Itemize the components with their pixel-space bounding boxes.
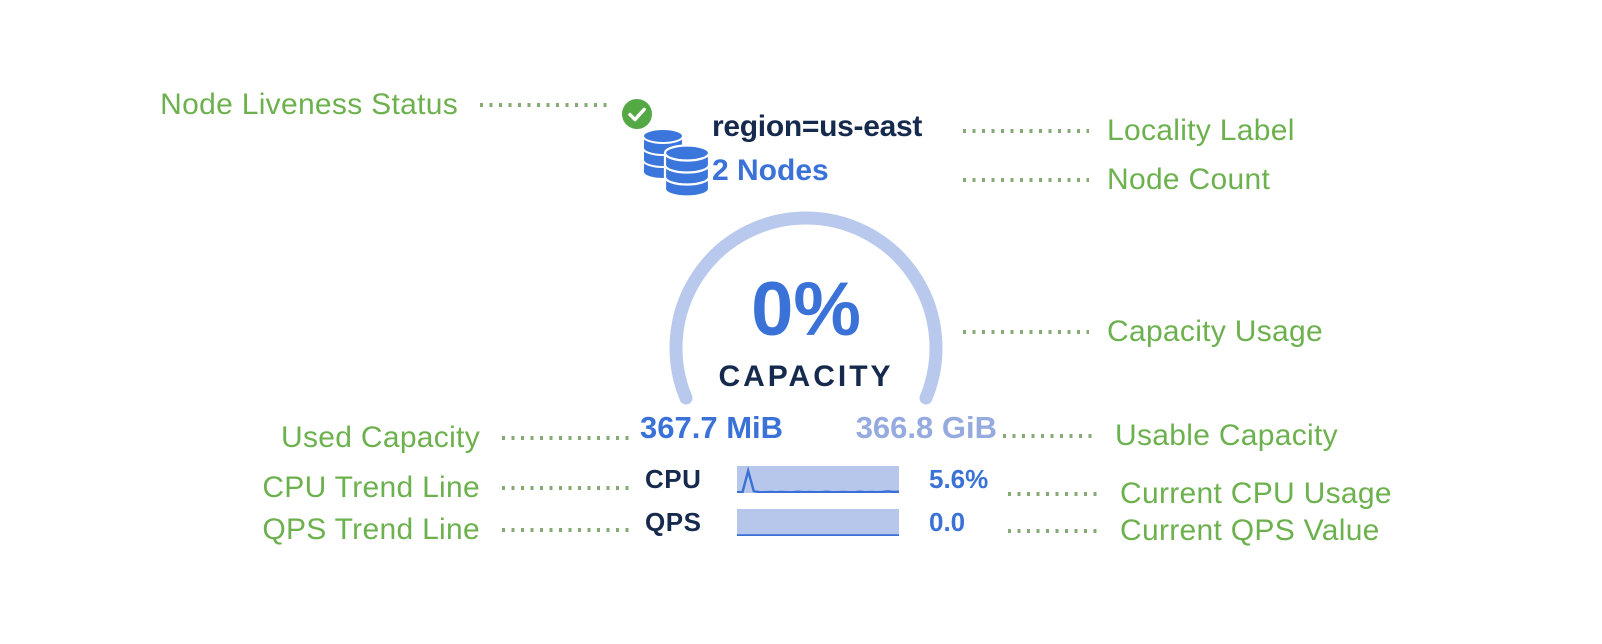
capacity-percentage: 0% (751, 267, 861, 352)
locality-label: region=us-east (712, 110, 923, 143)
annotation-label: Capacity Usage (1107, 315, 1323, 348)
node-count: 2 Nodes (712, 154, 829, 187)
capacity-gauge-arc (669, 211, 943, 405)
qps-trend-bar (737, 509, 899, 536)
cpu-label: CPU (645, 464, 702, 494)
leader-line (502, 436, 630, 440)
leader-line (502, 528, 630, 532)
capacity-caption: CAPACITY (718, 360, 894, 393)
qps-sparkline (737, 509, 899, 536)
annotation-node-liveness-status: Node Liveness Status (140, 90, 608, 120)
annotation-label: Used Capacity (281, 421, 480, 454)
annotation-capacity-usage: Capacity Usage (963, 317, 1323, 347)
annotation-label: Locality Label (1107, 114, 1295, 147)
annotation-current-qps-value: Current QPS Value (1008, 516, 1380, 546)
cpu-trend-bar (737, 466, 899, 493)
leader-line (480, 103, 608, 107)
cpu-value: 5.6% (929, 464, 989, 494)
annotation-label: Node Liveness Status (160, 88, 458, 121)
qps-value: 0.0 (929, 507, 966, 537)
annotation-label: Current QPS Value (1120, 514, 1380, 547)
leader-line (1008, 529, 1102, 533)
used-capacity-value: 367.7 MiB (640, 410, 784, 445)
cpu-sparkline (737, 466, 899, 493)
annotation-label: CPU Trend Line (262, 471, 480, 504)
annotation-label: Current CPU Usage (1120, 477, 1392, 510)
leader-line (502, 486, 630, 490)
annotation-node-count: Node Count (963, 165, 1270, 195)
annotation-usable-capacity: Usable Capacity (1003, 421, 1338, 451)
leader-line (963, 330, 1089, 334)
node-liveness-check-icon (619, 96, 655, 132)
annotation-current-cpu-usage: Current CPU Usage (1008, 479, 1392, 509)
annotation-locality-label: Locality Label (963, 116, 1295, 146)
annotation-qps-trend-line: QPS Trend Line (140, 515, 630, 545)
leader-line (963, 129, 1089, 133)
usable-capacity-value: 366.8 GiB (855, 410, 997, 445)
leader-line (1008, 492, 1102, 496)
capacity-values-row: 367.7 MiB 366.8 GiB (640, 412, 997, 444)
cpu-metric-row: CPU 5.6% (645, 466, 988, 493)
leader-line (1003, 434, 1097, 438)
qps-label: QPS (645, 507, 702, 537)
annotation-cpu-trend-line: CPU Trend Line (140, 473, 630, 503)
annotation-label: QPS Trend Line (262, 513, 480, 546)
annotation-label: Node Count (1107, 163, 1271, 196)
leader-line (963, 178, 1089, 182)
database-stack-icon (642, 128, 710, 198)
annotation-used-capacity: Used Capacity (140, 423, 630, 453)
annotation-label: Usable Capacity (1115, 419, 1338, 452)
qps-metric-row: QPS 0.0 (645, 509, 965, 536)
